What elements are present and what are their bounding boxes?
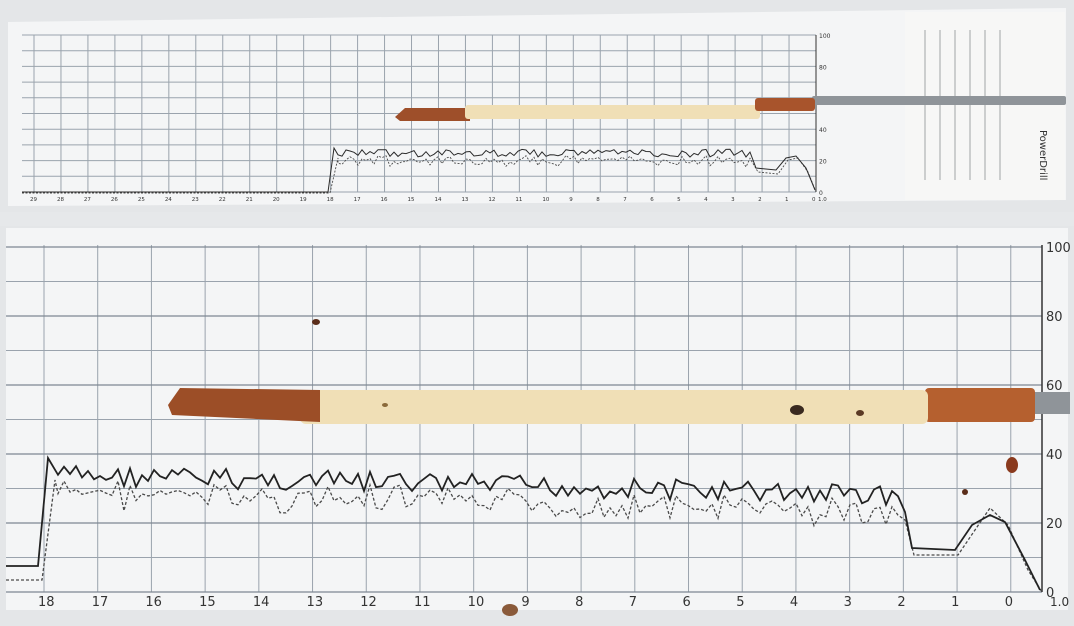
core-knot-3 [856, 410, 864, 416]
top-core-wood [465, 105, 760, 119]
bottom-y-tick-label: 60 [1046, 379, 1063, 394]
bottom-y-axis-ticks: 100 80 60 40 20 0 [1046, 241, 1071, 601]
debris-speck-3 [962, 489, 968, 495]
bottom-x-tick-label: 10 [468, 595, 485, 610]
top-x-tick-label: 10 [542, 197, 549, 203]
bottom-x-tick-label: 16 [145, 595, 162, 610]
bottom-end-label: 1.0 [1050, 595, 1069, 609]
top-x-tick-label: 17 [354, 197, 361, 203]
bottom-x-tick-label: 6 [683, 595, 691, 610]
top-x-tick-label: 11 [515, 197, 522, 203]
top-y-tick-label: 20 [819, 159, 827, 166]
top-core-bark-right [755, 98, 815, 111]
bottom-x-tick-label: 15 [199, 595, 216, 610]
top-x-tick-label: 3 [731, 197, 735, 203]
top-core-sample [395, 96, 1066, 121]
bottom-x-tick-label: 2 [897, 595, 905, 610]
top-x-tick-label: 18 [327, 197, 334, 203]
bottom-core-bark-right [925, 388, 1035, 422]
bottom-x-tick-label: 12 [360, 595, 377, 610]
top-y-tick-label: 100 [819, 33, 831, 40]
top-borer-rod [812, 96, 1066, 105]
top-x-tick-label: 15 [408, 197, 415, 203]
top-x-tick-label: 20 [273, 197, 280, 203]
top-x-tick-label: 6 [650, 197, 654, 203]
bottom-x-tick-label: 11 [414, 595, 431, 610]
bottom-y-tick-label: 100 [1046, 241, 1071, 256]
bottom-x-tick-label: 7 [629, 595, 637, 610]
top-x-tick-label: 2 [758, 197, 762, 203]
bottom-x-tick-label: 0 [1005, 595, 1013, 610]
core-knot-2 [790, 405, 804, 415]
top-x-tick-label: 16 [381, 197, 388, 203]
top-x-tick-label: 28 [57, 197, 64, 203]
bottom-x-tick-label: 14 [253, 595, 270, 610]
bottom-x-tick-label: 3 [844, 595, 852, 610]
top-y-tick-label: 0 [819, 190, 823, 197]
bottom-x-tick-label: 5 [736, 595, 744, 610]
top-trace-solid [22, 146, 816, 193]
top-x-tick-label: 26 [111, 197, 118, 203]
bottom-x-tick-label: 4 [790, 595, 798, 610]
bottom-x-tick-label: 1 [951, 595, 959, 610]
bottom-x-tick-label: 8 [575, 595, 583, 610]
bottom-x-tick-label: 13 [307, 595, 324, 610]
bottom-trace-solid [6, 455, 1041, 591]
top-x-tick-label: 12 [488, 197, 495, 203]
bottom-y-tick-label: 20 [1046, 517, 1063, 532]
top-x-tick-label: 14 [434, 197, 441, 203]
bottom-x-tick-label: 17 [92, 595, 109, 610]
top-x-tick-label: 24 [165, 197, 172, 203]
bottom-trace-dotted [6, 478, 1043, 593]
top-x-tick-label: 22 [219, 197, 226, 203]
top-x-tick-label: 27 [84, 197, 91, 203]
top-trace-dotted [22, 154, 817, 194]
top-x-tick-label: 0 [812, 197, 816, 203]
top-x-tick-label: 21 [246, 197, 253, 203]
bottom-x-tick-label: 9 [521, 595, 529, 610]
top-y-tick-label: 80 [819, 64, 827, 71]
bottom-y-tick-label: 80 [1046, 310, 1063, 325]
top-x-tick-label: 1 [785, 197, 789, 203]
debris-speck-4 [502, 604, 518, 616]
bottom-core-sample [168, 388, 1070, 424]
top-x-tick-label: 25 [138, 197, 145, 203]
core-knot-1 [382, 403, 388, 407]
panel-divider [0, 212, 1074, 226]
top-x-tick-label: 29 [30, 197, 37, 203]
bottom-x-tick-label: 18 [38, 595, 55, 610]
bottom-y-tick-label: 0 [1046, 586, 1054, 601]
top-core-bark-left [395, 108, 470, 121]
top-x-tick-label: 7 [623, 197, 627, 203]
debris-speck-1 [312, 319, 320, 325]
bottom-core-bark-left [168, 388, 320, 422]
top-x-tick-label: 8 [596, 197, 600, 203]
top-x-tick-label: 19 [300, 197, 307, 203]
debris-speck-2 [1006, 457, 1018, 473]
bottom-core-wood [300, 390, 928, 424]
bottom-x-axis-ticks: 18 17 16 15 14 13 12 11 10 9 8 7 6 5 4 3 2 1 0 1.0 [38, 595, 1069, 610]
top-x-tick-label: 13 [461, 197, 468, 203]
top-x-tick-label: 23 [192, 197, 199, 203]
bottom-y-tick-label: 40 [1046, 448, 1063, 463]
top-x-axis-ticks: 29 28 27 26 25 24 23 22 21 20 19 18 17 16 15 14 13 12 11 10… [30, 197, 827, 203]
bottom-borer-rod [1030, 392, 1070, 414]
top-x-tick-label: 9 [569, 197, 573, 203]
top-end-label: 1.0 [818, 197, 827, 203]
top-x-tick-label: 5 [677, 197, 681, 203]
brand-label: PowerDrill [1037, 130, 1048, 180]
top-y-tick-label: 40 [819, 127, 827, 134]
top-x-tick-label: 4 [704, 197, 708, 203]
